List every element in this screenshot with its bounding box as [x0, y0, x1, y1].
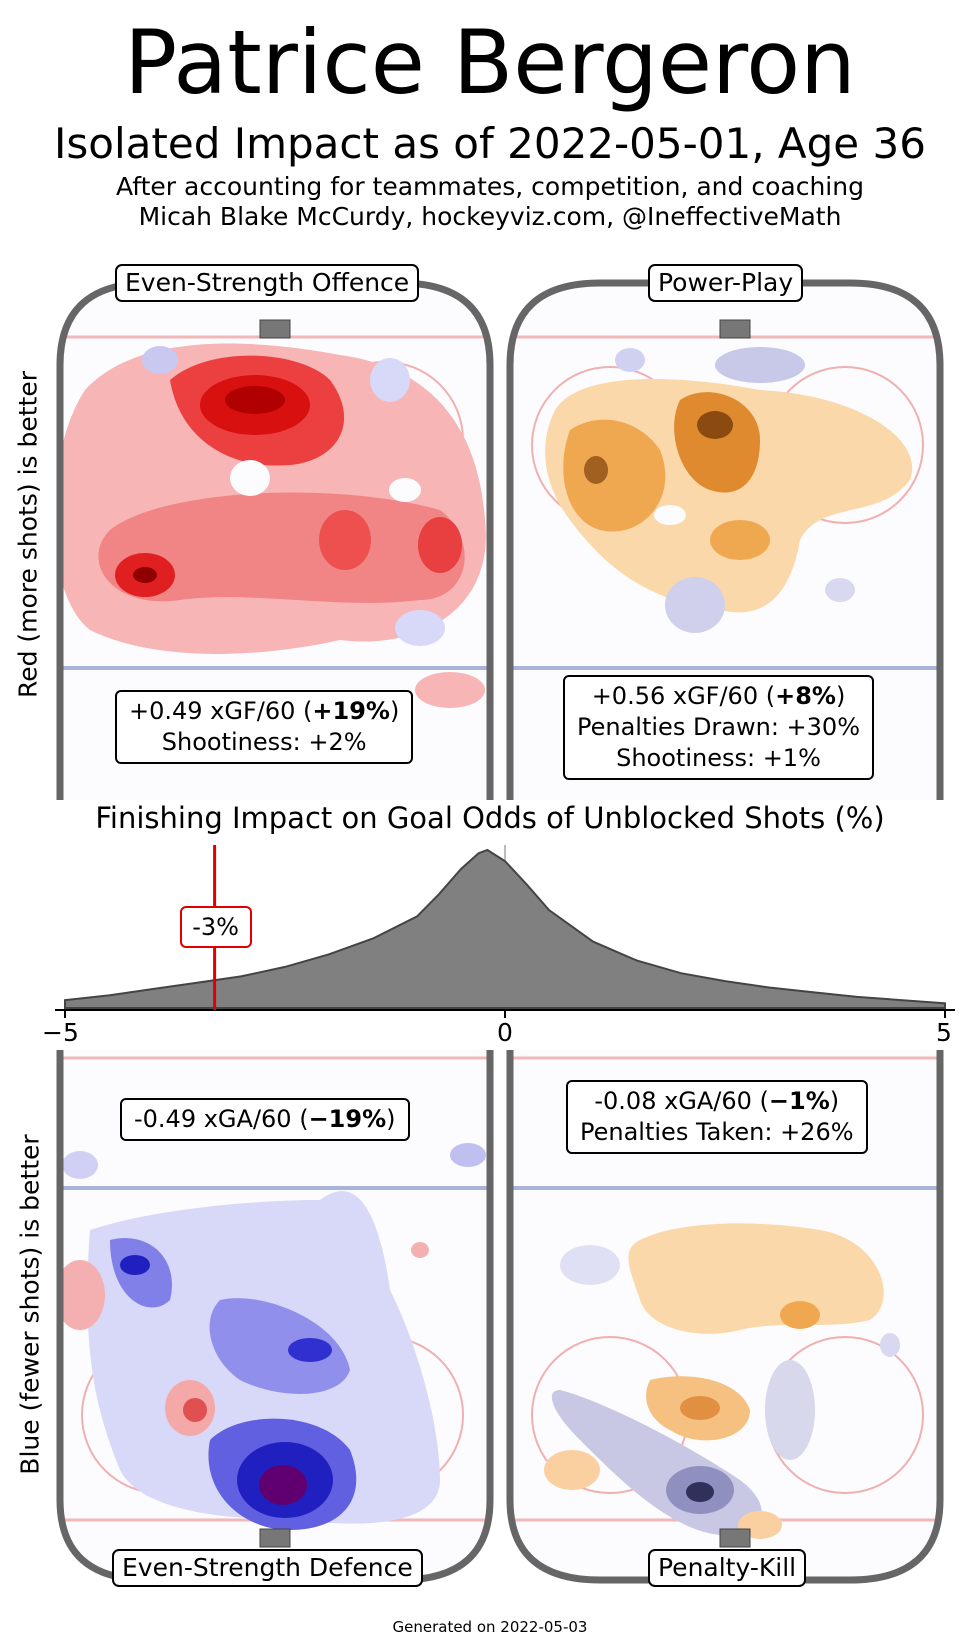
es-offence-infobox: +0.49 xGF/60 (+19%) Shootiness: +2%: [115, 690, 414, 764]
penalty-kill-penalties-taken: Penalties Taken: +26%: [580, 1118, 854, 1146]
es-offence-xg: +0.49 xGF/60 (: [129, 697, 313, 725]
x-tick-label-neg5: −5: [42, 1018, 79, 1047]
footer-generated: Generated on 2022-05-03: [392, 1618, 588, 1636]
credit-line: Micah Blake McCurdy, hockeyviz.com, @Ine…: [138, 202, 842, 231]
panel-label-penalty-kill: Penalty-Kill: [648, 1549, 807, 1587]
power-play-xg: +0.56 xGF/60 (: [591, 682, 776, 710]
penalty-kill-pct: −1%: [768, 1087, 830, 1115]
es-defence-pct: −19%: [308, 1105, 387, 1133]
panel-label-power-play: Power-Play: [648, 264, 804, 302]
es-offence-shootiness: Shootiness: +2%: [161, 728, 367, 756]
panel-label-es-offence: Even-Strength Offence: [115, 264, 420, 302]
es-defence-infobox: -0.49 xGA/60 (−19%): [120, 1098, 410, 1141]
power-play-penalties-drawn: Penalties Drawn: +30%: [577, 713, 861, 741]
distribution-area: [64, 848, 946, 1009]
power-play-shootiness: Shootiness: +1%: [616, 744, 821, 772]
note-line: After accounting for teammates, competit…: [116, 172, 864, 201]
page-title: Patrice Bergeron: [124, 11, 856, 114]
es-defence-xg: -0.49 xGA/60 (: [134, 1105, 309, 1133]
power-play-infobox: +0.56 xGF/60 (+8%) Penalties Drawn: +30%…: [563, 675, 875, 780]
x-tick-label-5: 5: [936, 1018, 952, 1047]
player-marker-label: -3%: [179, 906, 252, 948]
penalty-kill-xg: -0.08 xGA/60 (: [594, 1087, 769, 1115]
subtitle: Isolated Impact as of 2022-05-01, Age 36: [54, 119, 926, 168]
panel-label-es-defence: Even-Strength Defence: [112, 1549, 423, 1587]
es-offence-pct: +19%: [312, 697, 390, 725]
power-play-pct: +8%: [775, 682, 836, 710]
penalty-kill-infobox: -0.08 xGA/60 (−1%) Penalties Taken: +26%: [566, 1080, 868, 1154]
x-tick-label-0: 0: [497, 1018, 513, 1047]
chart-title: Finishing Impact on Goal Odds of Unblock…: [95, 801, 885, 835]
